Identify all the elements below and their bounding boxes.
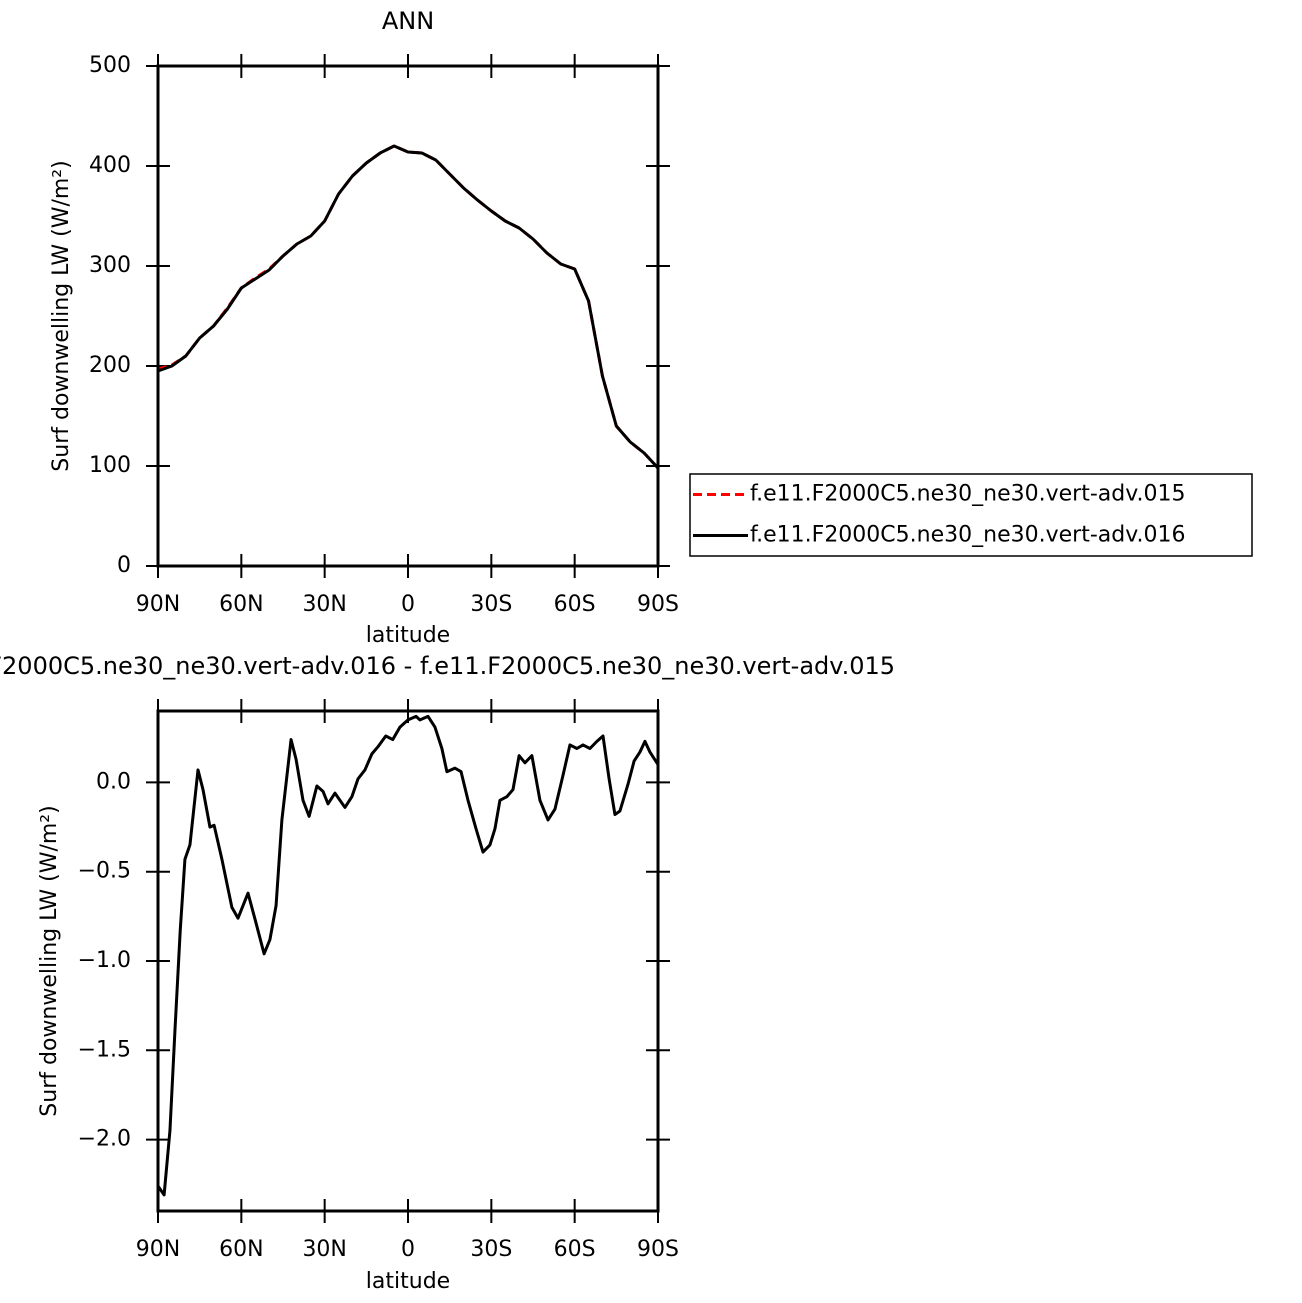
legend-label: f.e11.F2000C5.ne30_ne30.vert-adv.016: [750, 523, 1186, 548]
legend-box: [689, 473, 1253, 557]
chart: f.e11.F2000C5.ne30_ne30.vert-adv.016 - f…: [0, 652, 895, 1294]
x-tick-label: 30S: [470, 1237, 512, 1262]
y-tick-label: 400: [89, 153, 131, 178]
data-line: [157, 144, 660, 470]
chart-title: ANN: [382, 7, 434, 35]
y-axis-label: Surf downwelling LW (W/m²): [49, 160, 74, 471]
chart-title: f.e11.F2000C5.ne30_ne30.vert-adv.016 - f…: [0, 652, 895, 680]
y-tick-label: 200: [89, 353, 131, 378]
x-tick-label: 30S: [470, 592, 512, 617]
x-tick-label: 60N: [219, 592, 263, 617]
x-tick-label: 60S: [554, 592, 596, 617]
legend: f.e11.F2000C5.ne30_ne30.vert-adv.015 f.e1…: [689, 473, 1253, 557]
x-tick-label: 0: [401, 1237, 415, 1262]
x-tick-label: 60N: [219, 1237, 263, 1262]
data-line: [156, 714, 660, 1197]
x-tick-label: 90N: [136, 1237, 180, 1262]
y-tick-label: 0: [117, 553, 131, 578]
x-tick-label: 0: [401, 592, 415, 617]
x-tick-label: 30N: [302, 592, 346, 617]
y-tick-label: −2.0: [78, 1127, 131, 1152]
x-axis-label: latitude: [366, 1269, 450, 1294]
x-tick-label: 90N: [136, 592, 180, 617]
plot-frame: [156, 64, 660, 568]
legend-label: f.e11.F2000C5.ne30_ne30.vert-adv.015: [750, 482, 1186, 507]
chart: ANN latitude Surf downwelling LW (W/m²) 90N…: [49, 7, 1253, 648]
x-tick-label: 30N: [302, 1237, 346, 1262]
y-axis-label: Surf downwelling LW (W/m²): [37, 805, 62, 1116]
y-tick-label: 300: [89, 253, 131, 278]
y-tick-label: −0.5: [78, 859, 131, 884]
y-tick-label: 500: [89, 53, 131, 78]
data-line: [157, 144, 660, 470]
plot-frame: [156, 709, 660, 1213]
y-tick-label: 0.0: [96, 769, 131, 794]
y-tick-label: −1.0: [78, 948, 131, 973]
x-axis-label: latitude: [366, 623, 450, 648]
y-tick-label: 100: [89, 453, 131, 478]
x-tick-label: 90S: [637, 1237, 679, 1262]
x-tick-label: 90S: [637, 592, 679, 617]
x-tick-label: 60S: [554, 1237, 596, 1262]
y-tick-label: −1.5: [78, 1037, 131, 1062]
